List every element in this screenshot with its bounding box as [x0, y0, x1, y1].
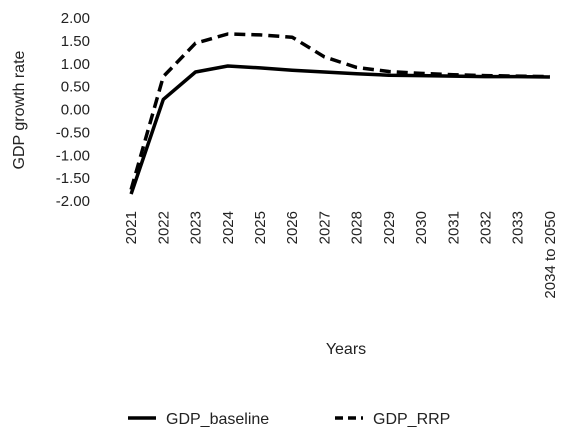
x-tick-label: 2027 [316, 211, 333, 244]
y-tick-label: 0.50 [61, 79, 90, 96]
legend: GDP_baseline GDP_RRP [128, 411, 450, 428]
x-tick-label: 2028 [349, 211, 366, 244]
y-tick-label: -0.50 [56, 124, 90, 141]
series-line-gdp-rrp [129, 32, 550, 191]
x-tick-label: 2025 [252, 211, 269, 244]
y-tick-label: 1.00 [61, 56, 90, 73]
y-axis-ticks: 2.00 1.50 1.00 0.50 0.00 -0.50 -1.00 -1.50 -2.00 [56, 10, 90, 210]
x-tick-label: 2030 [413, 211, 430, 244]
x-tick-label: 2026 [284, 211, 301, 244]
y-tick-label: -2.00 [56, 193, 90, 210]
y-tick-label: -1.00 [56, 147, 90, 164]
legend-label-gdp-rrp: GDP_RRP [373, 411, 450, 428]
y-tick-label: 0.00 [61, 102, 90, 119]
x-tick-label: 2024 [220, 211, 237, 244]
x-tick-label: 2029 [381, 211, 398, 244]
x-tick-label: 2023 [188, 211, 205, 244]
y-axis-title: GDP growth rate [11, 50, 28, 169]
x-tick-label: 2034 to 2050 [542, 211, 559, 299]
x-tick-label: 2033 [510, 211, 527, 244]
y-tick-label: 1.50 [61, 33, 90, 50]
x-tick-label: 2021 [123, 211, 140, 244]
series-line-gdp-baseline [129, 64, 550, 195]
x-axis-title: Years [326, 341, 366, 358]
series-lines [129, 32, 550, 195]
legend-label-gdp-baseline: GDP_baseline [166, 411, 269, 428]
y-tick-label: 2.00 [61, 10, 90, 27]
y-tick-label: -1.50 [56, 170, 90, 187]
x-tick-label: 2022 [155, 211, 172, 244]
x-tick-label: 2031 [445, 211, 462, 244]
x-tick-label: 2032 [477, 211, 494, 244]
x-axis-ticks: 2021 2022 2023 2024 2025 2026 2027 2028 2029 2030… [123, 211, 559, 299]
